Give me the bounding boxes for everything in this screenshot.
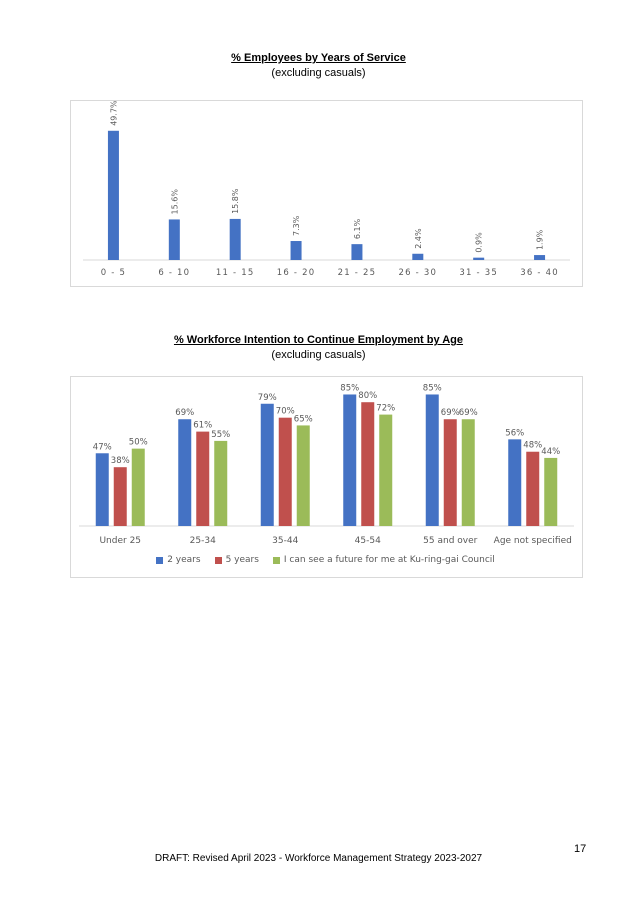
legend-label: 5 years — [225, 555, 259, 565]
x-tick-label: 26 - 30 — [399, 268, 438, 278]
bar — [214, 440, 228, 526]
bar-value-label: 7.3% — [292, 215, 301, 236]
bar-value-label: 79% — [258, 393, 277, 403]
bar — [443, 419, 457, 526]
bar-value-label: 44% — [541, 447, 560, 457]
bar-value-label: 55% — [211, 430, 230, 440]
x-tick-label: 11 - 15 — [216, 268, 255, 278]
bar-value-label: 70% — [276, 407, 295, 417]
legend-swatch — [272, 556, 280, 564]
chart1-svg: 49.7% 0 - 5 15.6% 6 - 10 15.8% 11 - 15 7.3% 16 … — [83, 100, 570, 278]
page-number: 17 — [574, 843, 587, 855]
bar — [131, 448, 145, 526]
x-tick-label: Under 25 — [99, 536, 141, 546]
bar-value-label: 65% — [294, 414, 313, 424]
legend-item-5-years: 5 years — [214, 555, 259, 565]
bar — [229, 218, 241, 260]
bar — [113, 467, 127, 526]
bar-value-label: 47% — [93, 442, 112, 452]
bar-value-label: 48% — [523, 441, 542, 451]
bar — [196, 431, 210, 526]
bar — [343, 394, 357, 526]
x-tick-label: 0 - 5 — [101, 268, 126, 278]
x-tick-label: 21 - 25 — [338, 268, 377, 278]
bar — [508, 439, 522, 526]
bar — [461, 419, 475, 526]
x-tick-label: 35-44 — [272, 536, 298, 546]
chart2-svg: 47% 38% 50% Under 25 69% 61%55% 25-34 79% 70%65%… — [79, 383, 574, 546]
x-tick-label: Age not specified — [494, 536, 572, 546]
bar-value-label: 49.7% — [109, 101, 118, 126]
bar — [425, 394, 439, 526]
legend-item-future: I can see a future for me at Ku-ring-gai… — [272, 555, 495, 565]
chart2-legend: 2 years 5 years I can see a future for m… — [70, 555, 581, 565]
bar-value-label: 69% — [459, 408, 478, 418]
legend-item-2-years: 2 years — [156, 555, 201, 565]
bar-value-label: 15.6% — [170, 189, 179, 215]
x-tick-label: 31 - 35 — [459, 268, 498, 278]
bar — [544, 457, 558, 526]
legend-label: 2 years — [167, 555, 201, 565]
chart1-title: % Employees by Years of Service — [231, 52, 406, 64]
bar-value-label: 69% — [441, 408, 460, 418]
bar-value-label: 72% — [376, 404, 395, 414]
bar — [526, 451, 540, 526]
bar — [290, 241, 302, 260]
bar — [534, 255, 546, 260]
bar-value-label: 61% — [193, 421, 212, 431]
x-tick-label: 16 - 20 — [277, 268, 316, 278]
bar-value-label: 1.9% — [536, 229, 545, 250]
bar — [412, 253, 424, 260]
bar-value-label: 50% — [129, 438, 148, 448]
x-tick-label: 55 and over — [423, 536, 477, 546]
bar-value-label: 2.4% — [414, 228, 423, 249]
bar-value-label: 80% — [358, 391, 377, 401]
bar-value-label: 0.9% — [475, 232, 484, 253]
bar — [351, 244, 363, 260]
bar — [95, 453, 109, 526]
bar — [473, 257, 485, 260]
x-tick-label: 36 - 40 — [520, 268, 559, 278]
x-tick-label: 45-54 — [355, 536, 381, 546]
bar — [296, 425, 310, 526]
x-tick-label: 6 - 10 — [158, 268, 190, 278]
footer-text: DRAFT: Revised April 2023 - Workforce Ma… — [154, 853, 483, 864]
legend-swatch — [156, 556, 164, 564]
chart1-subtitle: (excluding casuals) — [271, 67, 366, 79]
bar — [379, 414, 393, 526]
chart2-frame: 47% 38% 50% Under 25 69% 61% 55% 25-34 79% 70% 65%… — [70, 376, 583, 578]
bar-value-label: 69% — [175, 408, 194, 418]
bar — [278, 417, 292, 526]
bar — [107, 130, 119, 260]
legend-label: I can see a future for me at Ku-ring-gai… — [283, 555, 495, 565]
bar-value-label: 6.1% — [353, 218, 362, 239]
chart1-frame: 49.7% 0 - 5 15.6% 6 - 10 15.8% 11 - 15 7.3% 16 … — [70, 100, 583, 287]
chart2-title: % Workforce Intention to Continue Employ… — [173, 334, 464, 346]
bar — [178, 419, 192, 526]
legend-swatch — [214, 556, 222, 564]
bar — [260, 403, 274, 526]
bar — [361, 402, 375, 526]
x-tick-label: 25-34 — [190, 536, 216, 546]
bar-value-label: 15.8% — [231, 188, 240, 214]
bar-value-label: 85% — [340, 383, 359, 393]
bar-value-label: 85% — [423, 383, 442, 393]
bar-value-label: 38% — [111, 456, 130, 466]
bar — [168, 219, 180, 260]
bar-value-label: 56% — [505, 428, 524, 438]
chart2-subtitle: (excluding casuals) — [271, 349, 366, 361]
